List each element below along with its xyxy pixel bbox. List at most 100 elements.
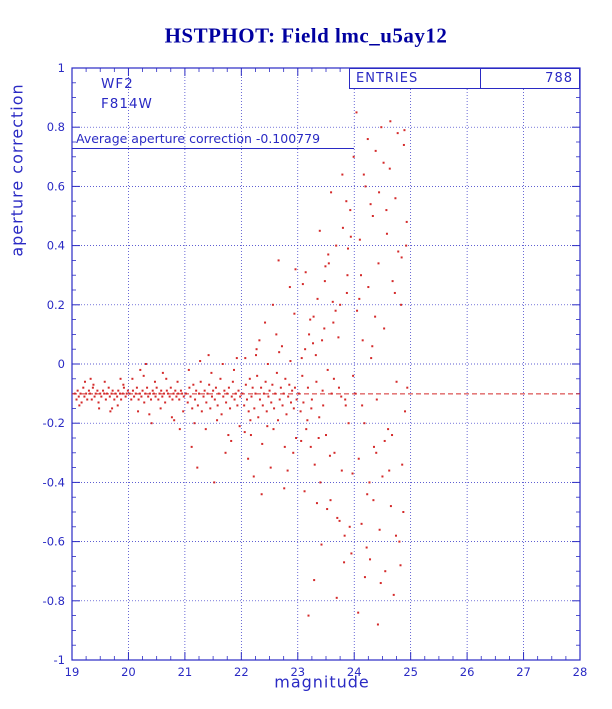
data-point: [270, 401, 273, 404]
data-point: [255, 348, 258, 351]
data-point: [300, 357, 303, 360]
data-point: [139, 368, 142, 371]
data-point: [348, 525, 351, 528]
data-point: [146, 386, 149, 389]
data-point: [394, 534, 397, 537]
data-point: [362, 173, 365, 176]
data-point: [200, 410, 203, 413]
data-point: [371, 215, 374, 217]
data-point: [212, 389, 215, 392]
data-point: [245, 398, 248, 401]
data-point: [396, 132, 399, 135]
entries-label: ENTRIES: [356, 71, 419, 86]
data-point: [90, 398, 93, 401]
data-point: [395, 380, 398, 383]
data-point: [340, 469, 343, 472]
data-point: [350, 552, 353, 555]
data-point: [154, 395, 157, 398]
data-point: [244, 357, 247, 360]
data-point: [361, 339, 364, 342]
data-point: [356, 309, 359, 312]
data-point: [402, 511, 405, 513]
data-point: [336, 516, 339, 519]
data-point: [85, 392, 88, 395]
data-point: [287, 395, 290, 398]
y-tick-label: -0.2: [43, 416, 65, 430]
y-tick-label: 0.6: [47, 179, 65, 193]
x-axis-label: magnitude: [274, 672, 370, 692]
data-point: [98, 407, 101, 410]
data-point: [315, 502, 318, 505]
data-point: [76, 389, 79, 392]
data-point: [244, 383, 247, 386]
data-point: [210, 371, 213, 374]
data-point: [178, 398, 181, 401]
data-point: [252, 475, 255, 478]
data-point: [165, 377, 168, 380]
data-point: [370, 357, 373, 360]
y-tick-label: -0.4: [43, 475, 65, 489]
data-point: [122, 386, 125, 389]
data-point: [397, 250, 400, 253]
data-point: [73, 392, 76, 395]
data-point: [109, 410, 112, 413]
data-point: [327, 262, 330, 265]
data-point: [262, 392, 265, 395]
data-point: [203, 389, 206, 392]
data-point: [102, 389, 105, 392]
data-point: [306, 386, 309, 389]
data-point: [297, 392, 300, 395]
data-point: [359, 274, 362, 277]
data-point: [199, 380, 202, 383]
data-point: [319, 481, 322, 484]
data-point: [313, 463, 316, 466]
data-point: [378, 191, 381, 194]
data-point: [304, 271, 307, 274]
data-point: [238, 425, 241, 428]
data-point: [278, 351, 281, 354]
y-tick-label: 0.4: [47, 239, 65, 253]
data-point: [143, 401, 146, 404]
data-point: [119, 377, 122, 380]
data-point: [172, 392, 175, 395]
data-point: [152, 392, 155, 395]
data-point: [345, 291, 348, 294]
page-title: HSTPHOT: Field lmc_u5ay12: [164, 23, 448, 48]
data-point: [310, 407, 313, 410]
data-point: [320, 543, 323, 546]
data-point: [304, 348, 307, 351]
data-point: [93, 395, 96, 398]
data-point: [275, 371, 278, 374]
data-point: [210, 395, 213, 398]
data-point: [235, 357, 238, 360]
data-point: [111, 389, 114, 392]
data-point: [108, 395, 111, 398]
data-point: [137, 398, 140, 401]
data-point: [166, 392, 169, 395]
data-point: [349, 209, 352, 212]
data-point: [349, 235, 352, 238]
data-point: [116, 395, 119, 398]
data-point: [300, 439, 303, 442]
data-point: [403, 129, 406, 132]
data-point: [231, 380, 234, 383]
data-point: [272, 428, 275, 431]
data-point: [234, 392, 237, 395]
data-point: [277, 259, 280, 262]
data-point: [144, 392, 147, 395]
data-point: [388, 167, 391, 170]
data-point: [131, 377, 134, 380]
data-point: [187, 368, 190, 371]
data-point: [398, 540, 401, 543]
data-point: [274, 392, 277, 395]
data-point: [328, 454, 331, 457]
data-point: [133, 395, 136, 398]
data-point: [393, 291, 396, 294]
data-point: [351, 472, 354, 475]
data-point: [116, 404, 119, 407]
data-point: [330, 392, 333, 395]
data-point: [313, 579, 316, 582]
x-tick-label: 27: [516, 665, 531, 679]
data-point: [181, 392, 184, 395]
data-point: [289, 360, 292, 363]
